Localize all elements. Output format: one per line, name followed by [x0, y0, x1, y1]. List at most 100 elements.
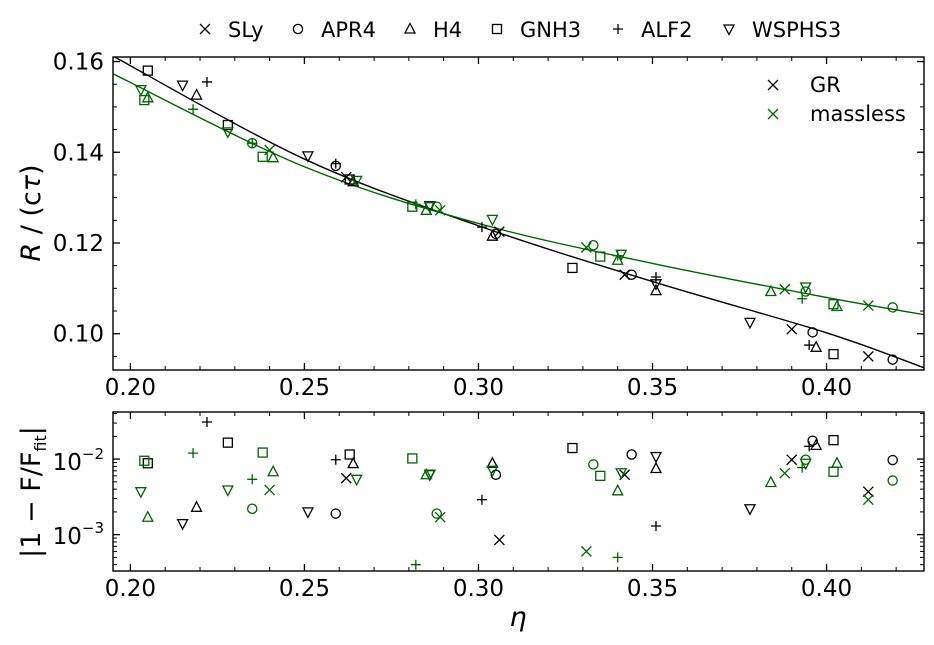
bottom-xtick-label: 0.20 [105, 576, 156, 602]
residual-massless-gnh3 [257, 447, 268, 458]
residual-massless-apr4 [246, 503, 258, 515]
eos-legend-label-alf2: ALF2 [641, 18, 693, 42]
residual-gr-alf2 [476, 494, 487, 505]
bottom-xtick-label: 0.40 [801, 576, 852, 602]
point-massless-wsphs3 [134, 85, 147, 97]
point-gr-alf2 [650, 272, 661, 283]
gravity-legend-marker-massless [767, 108, 779, 120]
residual-gr-apr4 [887, 454, 898, 466]
point-gr-alf2 [201, 76, 212, 87]
residual-gr-apr4 [330, 508, 342, 519]
point-gr-gnh3 [142, 65, 153, 76]
gr-fit-curve [113, 57, 924, 369]
point-massless-h4 [267, 150, 280, 163]
point-gr-gnh3 [828, 348, 839, 360]
ylabel-r: R [16, 243, 47, 262]
top-xtick-label: 0.25 [279, 375, 330, 401]
top-ytick-label: 0.14 [53, 140, 104, 166]
residual-gr-wsphs3 [649, 451, 663, 464]
point-massless-sly [580, 242, 592, 253]
point-gr-apr4 [887, 354, 898, 365]
ylabel-tau: τ [16, 174, 47, 191]
residual-massless-h4 [764, 475, 777, 488]
residual-gr-alf2 [330, 454, 341, 465]
residual-gr-sly [862, 486, 874, 498]
top-axis-ticks: 0.20 0.25 0.30 0.35 0.40 0.10 0.12 0.14 0.16 [53, 50, 924, 401]
point-gr-h4 [649, 283, 663, 296]
residual-massless-gnh3 [139, 455, 150, 466]
bottom-xtick-label: 0.25 [279, 576, 330, 602]
eos-legend-marker-sly [199, 23, 211, 35]
top-y-axis-label: R / (cτ) [16, 164, 47, 261]
point-massless-wsphs3 [423, 202, 436, 214]
eos-legend-marker-h4 [403, 22, 417, 34]
point-massless-gnh3 [257, 151, 268, 162]
residual-massless-sly [862, 494, 874, 506]
residual-gr-gnh3 [142, 458, 153, 469]
top-data-points [134, 65, 898, 365]
point-massless-apr4 [588, 240, 599, 251]
eos-legend-label-wsphs3: WSPHS3 [752, 18, 841, 42]
point-massless-wsphs3 [350, 175, 363, 188]
eos-legend-marker-apr4 [292, 23, 304, 35]
residual-gr-gnh3 [567, 442, 578, 454]
residual-gr-alf2 [201, 416, 212, 427]
residual-massless-wsphs3 [423, 470, 436, 482]
residual-gr-gnh3 [828, 435, 839, 446]
gravity-legend-label-gr: GR [810, 73, 841, 97]
residual-gr-apr4 [626, 449, 637, 460]
residual-massless-sly [264, 484, 276, 496]
point-gr-alf2 [330, 158, 341, 169]
point-gr-gnh3 [222, 119, 234, 131]
residual-massless-gnh3 [407, 453, 418, 464]
residual-massless-wsphs3 [221, 485, 234, 497]
residual-massless-wsphs3 [486, 465, 499, 478]
ylabel-close: ) [16, 164, 47, 175]
eos-legend-label-apr4: APR4 [321, 18, 376, 42]
point-massless-alf2 [247, 138, 258, 149]
point-massless-gnh3 [828, 299, 839, 310]
top-ytick-label: 0.16 [53, 50, 104, 76]
residual-gr-h4 [486, 456, 499, 468]
top-xtick-label: 0.20 [105, 375, 156, 401]
bottom-ytick-label-1e-2: 10−2 [53, 445, 104, 476]
residual-massless-h4 [611, 483, 624, 496]
point-massless-h4 [141, 90, 154, 103]
point-gr-wsphs3 [649, 279, 663, 291]
residual-gr-h4 [649, 461, 663, 474]
gravity-legend-marker-gr [767, 79, 779, 91]
residual-gr-gnh3 [344, 449, 355, 460]
eos-legend-label-h4: H4 [433, 18, 462, 42]
residual-gr-gnh3 [222, 437, 234, 448]
ylabel-mid: / (c [16, 191, 47, 243]
residual-massless-alf2 [612, 552, 623, 563]
residual-massless-sly [779, 467, 791, 479]
residual-gr-wsphs3 [743, 504, 757, 516]
residual-massless-alf2 [247, 474, 258, 485]
residual-massless-wsphs3 [615, 468, 628, 480]
residual-massless-h4 [420, 467, 433, 480]
point-massless-alf2 [797, 293, 808, 304]
bottom-plot-frame [112, 411, 925, 572]
residual-gr-wsphs3 [301, 507, 314, 519]
residual-massless-h4 [267, 464, 280, 477]
top-xtick-label: 0.40 [801, 375, 852, 401]
residual-massless-wsphs3 [799, 458, 812, 471]
residual-massless-apr4 [431, 508, 442, 519]
point-massless-h4 [830, 299, 844, 312]
top-ytick-label: 0.12 [53, 231, 104, 257]
residual-massless-gnh3 [828, 466, 839, 477]
residual-massless-alf2 [410, 559, 421, 570]
point-gr-wsphs3 [301, 151, 314, 163]
residual-massless-wsphs3 [134, 487, 147, 499]
point-gr-apr4 [626, 269, 637, 280]
point-gr-sly [862, 350, 874, 362]
eos-legend-label-gnh3: GNH3 [520, 18, 581, 42]
point-massless-h4 [764, 284, 777, 297]
point-massless-alf2 [188, 104, 199, 115]
residual-gr-sly [786, 454, 798, 466]
point-massless-h4 [611, 253, 624, 265]
bottom-axis-ticks: 0.20 0.25 0.30 0.35 0.40 [105, 412, 924, 602]
top-ytick-label: 0.10 [53, 322, 104, 348]
